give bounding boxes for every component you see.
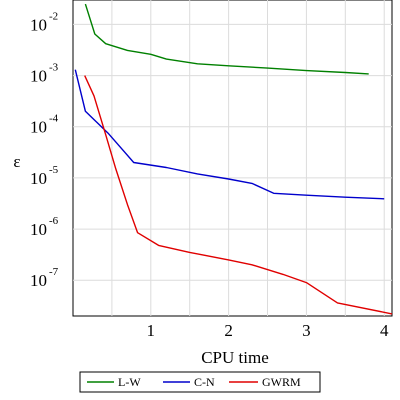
y-tick-exponent: -5 bbox=[49, 164, 59, 176]
y-tick-label: 10 bbox=[30, 118, 47, 137]
legend-label-gwrm: GWRM bbox=[262, 375, 301, 389]
legend-box bbox=[79, 371, 321, 393]
legend-label-lw: L-W bbox=[118, 375, 141, 389]
y-tick-exponent: -2 bbox=[49, 10, 58, 22]
x-tick-label: 2 bbox=[224, 321, 233, 340]
series-lines bbox=[74, 3, 393, 315]
y-tick-label: 10 bbox=[30, 67, 47, 86]
x-tick-label: 4 bbox=[380, 321, 389, 340]
y-tick-exponent: -6 bbox=[49, 215, 59, 227]
legend-label-cn: C-N bbox=[194, 375, 215, 389]
y-tick-label: 10 bbox=[30, 15, 47, 34]
y-tick-exponent: -4 bbox=[49, 113, 59, 125]
x-tick-labels: 1 2 3 4 bbox=[147, 321, 389, 340]
x-tick-label: 3 bbox=[302, 321, 311, 340]
y-axis-title: ε bbox=[13, 152, 20, 171]
x-tick-label: 1 bbox=[147, 321, 156, 340]
x-axis-title: CPU time bbox=[201, 348, 269, 367]
series-line-l-w bbox=[84, 3, 369, 75]
y-tick-labels: 10-210-310-410-510-610-7 bbox=[30, 10, 59, 290]
plot-frame bbox=[72, 0, 393, 317]
series-line-gwrm bbox=[84, 75, 393, 315]
y-tick-label: 10 bbox=[30, 271, 47, 290]
y-tick-exponent: -3 bbox=[49, 62, 59, 74]
legend: L-W C-N GWRM bbox=[79, 371, 321, 393]
grid-lines bbox=[73, 0, 392, 316]
y-tick-label: 10 bbox=[30, 220, 47, 239]
y-tick-label: 10 bbox=[30, 169, 47, 188]
y-tick-exponent: -7 bbox=[49, 266, 59, 278]
